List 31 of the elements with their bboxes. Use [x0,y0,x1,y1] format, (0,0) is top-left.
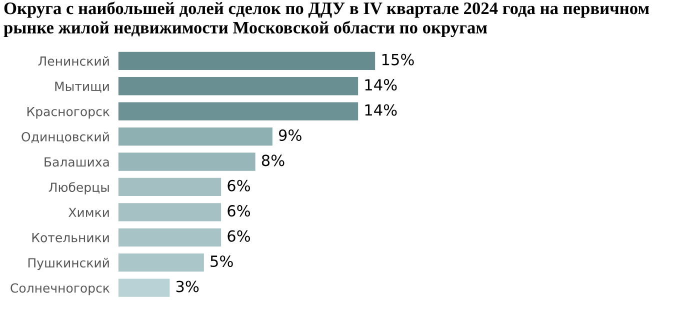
data-label: 5% [210,255,233,268]
y-tick-label: Пушкинский [28,258,109,270]
bar [118,203,222,222]
data-label: 6% [228,230,250,242]
data-label: 3% [176,280,199,292]
y-tick-label: Химки [68,208,109,217]
bar [118,178,222,196]
data-label: 9% [278,129,302,141]
data-label: 15% [382,54,414,66]
bar [118,152,256,171]
y-tick-label: Ленинский [38,56,109,66]
bar [118,254,204,272]
data-label: 6% [228,180,250,192]
y-tick-label: Котельники [32,233,109,242]
data-label: 8% [262,154,284,166]
bar [118,127,272,146]
data-label: 6% [228,205,250,217]
y-tick-label: Люберцы [48,182,109,194]
data-label: 14% [365,78,397,91]
y-tick-label: Солнечногорск [10,283,110,296]
y-tick-label: Одинцовский [22,132,109,144]
y-tick-label: Мытищи [55,82,109,93]
bar [118,52,376,70]
bar [118,77,358,96]
y-tick-label: Красногорск [27,106,110,119]
bar [118,102,358,120]
chart-title: Округа с наибольшей долей сделок по ДДУ в IV квартале 2024 года на первичном рынке жилой недвижимости Московской области по округам [4,2,650,38]
y-tick-label: Балашиха [44,157,109,167]
bar [118,228,222,246]
data-label: 14% [365,104,397,116]
bar [118,278,170,297]
